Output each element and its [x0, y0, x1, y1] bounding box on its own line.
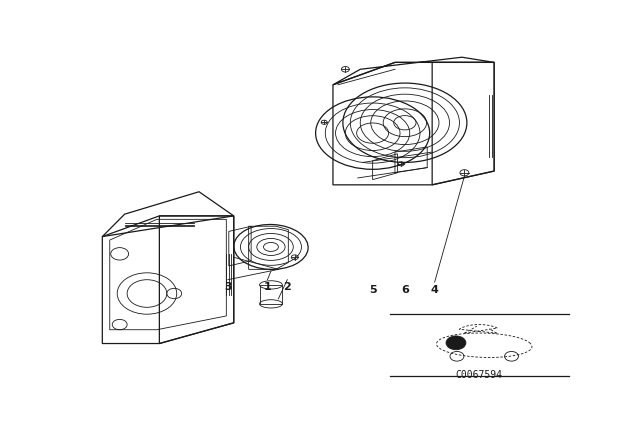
Text: 1: 1: [264, 282, 271, 292]
Text: 5: 5: [369, 285, 376, 295]
Text: 4: 4: [431, 285, 438, 295]
Circle shape: [446, 336, 466, 350]
Text: 6: 6: [401, 285, 409, 295]
Text: 2: 2: [284, 282, 291, 292]
Text: 3: 3: [224, 282, 232, 292]
Text: C0067594: C0067594: [456, 370, 503, 379]
